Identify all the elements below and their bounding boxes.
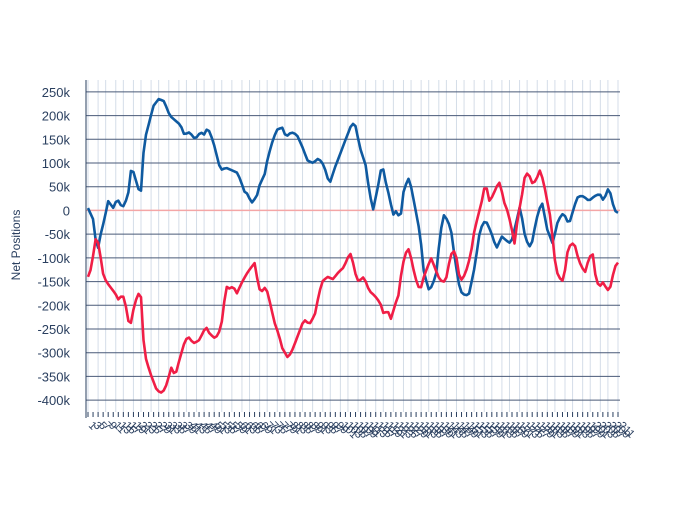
y-tick-label: 0	[63, 203, 70, 218]
y-tick-label: -400k	[37, 393, 70, 408]
y-tick-label: 50k	[49, 180, 70, 195]
y-tick-label: 200k	[42, 109, 71, 124]
y-tick-label: 150k	[42, 132, 71, 147]
vertical-gridlines	[87, 80, 619, 412]
y-tick-label: -150k	[37, 275, 70, 290]
y-tick-label: -100k	[37, 251, 70, 266]
y-axis-label: Net Positions	[9, 210, 23, 281]
y-tick-label: -350k	[37, 369, 70, 384]
x-tick-labels: 1357911131517192123252729313335373941434…	[86, 412, 637, 441]
series-line-2	[86, 169, 620, 394]
y-tick-label: 250k	[42, 85, 71, 100]
y-tick-label: -250k	[37, 322, 70, 337]
y-tick-label: 100k	[42, 156, 71, 171]
y-tick-labels: 250k 200k 150k 100k 50k 0 -50k -100k -150k -200k -…	[37, 85, 70, 408]
series-line-1	[86, 97, 619, 297]
series-lines	[86, 97, 620, 394]
horizontal-gridlines	[85, 80, 620, 418]
y-tick-label: -300k	[37, 346, 70, 361]
y-tick-label: -200k	[37, 298, 70, 313]
y-tick-label: -50k	[45, 227, 71, 242]
